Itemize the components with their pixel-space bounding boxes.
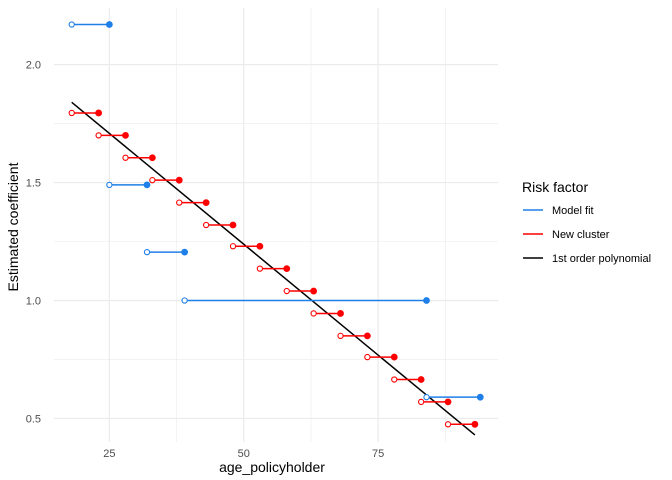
model-fit-closed-point-0 (105, 21, 113, 28)
new-cluster-closed-point-3 (175, 176, 183, 184)
new-cluster-closed-point-4 (202, 199, 210, 206)
model-fit-closed-point-2 (181, 248, 189, 256)
x-tick-labels: 25 50 75 (103, 448, 384, 460)
grid-major (54, 8, 498, 442)
new-cluster-closed-point-7 (283, 265, 291, 273)
x-axis-title: age_policyholder (219, 459, 325, 475)
y-tick-label-3: 2.0 (26, 60, 41, 72)
model-fit-open-point-3 (181, 297, 188, 304)
new-cluster-closed-point-5 (229, 221, 237, 229)
legend-label-model-fit: Model fit (552, 205, 594, 217)
new-cluster-open-point-2 (122, 154, 129, 161)
new-cluster-open-point-10 (337, 332, 344, 340)
model-fit-closed-point-4 (476, 393, 484, 401)
new-cluster-open-point-3 (149, 177, 156, 184)
new-cluster-open-point-4 (176, 199, 183, 206)
model-fit-closed-point-3 (423, 297, 430, 304)
new-cluster-closed-point-1 (122, 131, 129, 139)
new-cluster-closed-point-14 (471, 420, 479, 428)
new-cluster-open-point-8 (283, 287, 290, 295)
new-cluster-open-point-5 (202, 221, 210, 229)
x-tick-label-2: 75 (372, 448, 384, 460)
x-tick-label-0: 25 (103, 448, 115, 460)
new-cluster-open-point-11 (364, 353, 371, 361)
model-fit-open-point-2 (143, 248, 151, 256)
new-cluster-closed-point-12 (417, 376, 425, 383)
new-cluster-closed-point-2 (148, 154, 156, 162)
model-fit-open-point-4 (423, 394, 430, 401)
new-cluster-open-point-9 (310, 310, 317, 317)
model-fit-closed-point-1 (143, 181, 151, 189)
new-cluster-closed-point-13 (444, 398, 452, 406)
legend-label-polynomial: 1st order polynomial (552, 253, 651, 265)
y-tick-labels: 0.5 1.0 1.5 2.0 (26, 60, 41, 426)
y-tick-label-2: 1.5 (26, 178, 41, 190)
new-cluster-open-point-0 (68, 109, 75, 117)
x-tick-label-1: 50 (238, 448, 250, 460)
new-cluster-open-point-12 (391, 376, 398, 383)
legend-title: Risk factor (522, 179, 588, 195)
new-cluster-open-point-6 (229, 243, 237, 250)
new-cluster-closed-point-0 (95, 109, 103, 117)
new-cluster-closed-point-11 (390, 353, 398, 361)
new-cluster-open-point-1 (95, 132, 102, 139)
legend: Risk factor Model fit New cluster 1st or… (522, 179, 651, 265)
model-fit-open-point-1 (106, 181, 113, 189)
new-cluster-closed-point-8 (310, 287, 318, 295)
new-cluster-open-point-7 (256, 265, 264, 272)
new-cluster-closed-point-9 (337, 310, 344, 317)
legend-label-new-cluster: New cluster (552, 229, 610, 241)
new-cluster-open-point-13 (417, 398, 425, 406)
new-cluster-closed-point-6 (256, 242, 264, 250)
y-axis-title: Estimated coefficient (5, 162, 21, 291)
y-tick-label-1: 1.0 (26, 295, 41, 307)
grid-minor (54, 8, 498, 442)
new-cluster-open-point-14 (444, 421, 452, 428)
model-fit-open-point-0 (68, 21, 75, 28)
new-cluster-closed-point-10 (363, 332, 371, 340)
y-tick-label-0: 0.5 (26, 413, 41, 425)
segments-layer (68, 21, 484, 428)
